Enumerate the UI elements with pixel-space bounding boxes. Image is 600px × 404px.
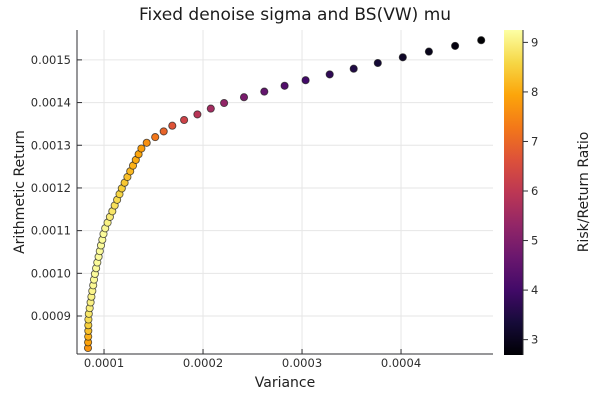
colorbar-tick-label: 7 bbox=[531, 134, 538, 148]
chart-title: Fixed denoise sigma and BS(VW) mu bbox=[139, 5, 451, 25]
data-point bbox=[220, 98, 229, 108]
data-point bbox=[151, 133, 160, 142]
data-point bbox=[137, 144, 146, 153]
data-point bbox=[325, 70, 334, 79]
data-point bbox=[168, 121, 177, 130]
data-point bbox=[398, 53, 407, 62]
colorbar-tick-label: 6 bbox=[531, 184, 538, 198]
colorbar-tick-label: 3 bbox=[531, 333, 538, 347]
data-point bbox=[159, 127, 168, 136]
colorbar bbox=[504, 30, 523, 355]
axes-spines bbox=[76, 30, 493, 355]
colorbar-ticks: 3 4 5 6 7 8 9 bbox=[522, 30, 538, 355]
x-tick-label: 0.0002 bbox=[183, 356, 223, 370]
y-tick-label: 0.0015 bbox=[31, 53, 71, 67]
y-tick-label: 0.0011 bbox=[31, 224, 71, 238]
y-tick-label: 0.0009 bbox=[31, 309, 71, 323]
colorbar-tick-label: 5 bbox=[531, 234, 538, 248]
x-axis-label: Variance bbox=[255, 375, 315, 391]
colorbar-tick-label: 9 bbox=[531, 35, 538, 49]
data-point bbox=[206, 104, 215, 113]
y-tick-label: 0.0010 bbox=[31, 266, 71, 280]
x-tick-label: 0.0001 bbox=[84, 356, 124, 370]
data-point bbox=[280, 81, 289, 90]
data-point bbox=[451, 41, 460, 50]
data-point bbox=[180, 115, 189, 125]
x-tick-label: 0.0004 bbox=[381, 356, 421, 370]
x-tick-label: 0.0003 bbox=[282, 356, 322, 370]
tick-marks bbox=[77, 59, 402, 354]
data-point bbox=[260, 87, 269, 96]
data-point bbox=[424, 47, 433, 56]
data-point bbox=[349, 64, 358, 73]
data-points bbox=[83, 36, 486, 353]
y-tick-label: 0.0012 bbox=[31, 181, 71, 195]
y-tick-label: 0.0014 bbox=[31, 96, 71, 110]
colorbar-tick-label: 4 bbox=[531, 283, 538, 297]
y-tick-label: 0.0013 bbox=[31, 138, 71, 152]
y-axis-label: Arithmetic Return bbox=[12, 130, 28, 254]
tick-labels: 0.0001 0.0002 0.0003 0.0004 0.0009 0.0010 0.00… bbox=[31, 53, 421, 370]
data-point bbox=[373, 58, 382, 68]
data-point bbox=[142, 138, 151, 147]
data-point bbox=[239, 93, 249, 102]
colorbar-tick-label: 8 bbox=[531, 85, 538, 99]
gridlines bbox=[77, 30, 493, 354]
data-point bbox=[477, 36, 486, 45]
colorbar-label: Risk/Return Ratio bbox=[576, 132, 592, 253]
data-point bbox=[301, 76, 310, 85]
data-point bbox=[193, 110, 202, 119]
